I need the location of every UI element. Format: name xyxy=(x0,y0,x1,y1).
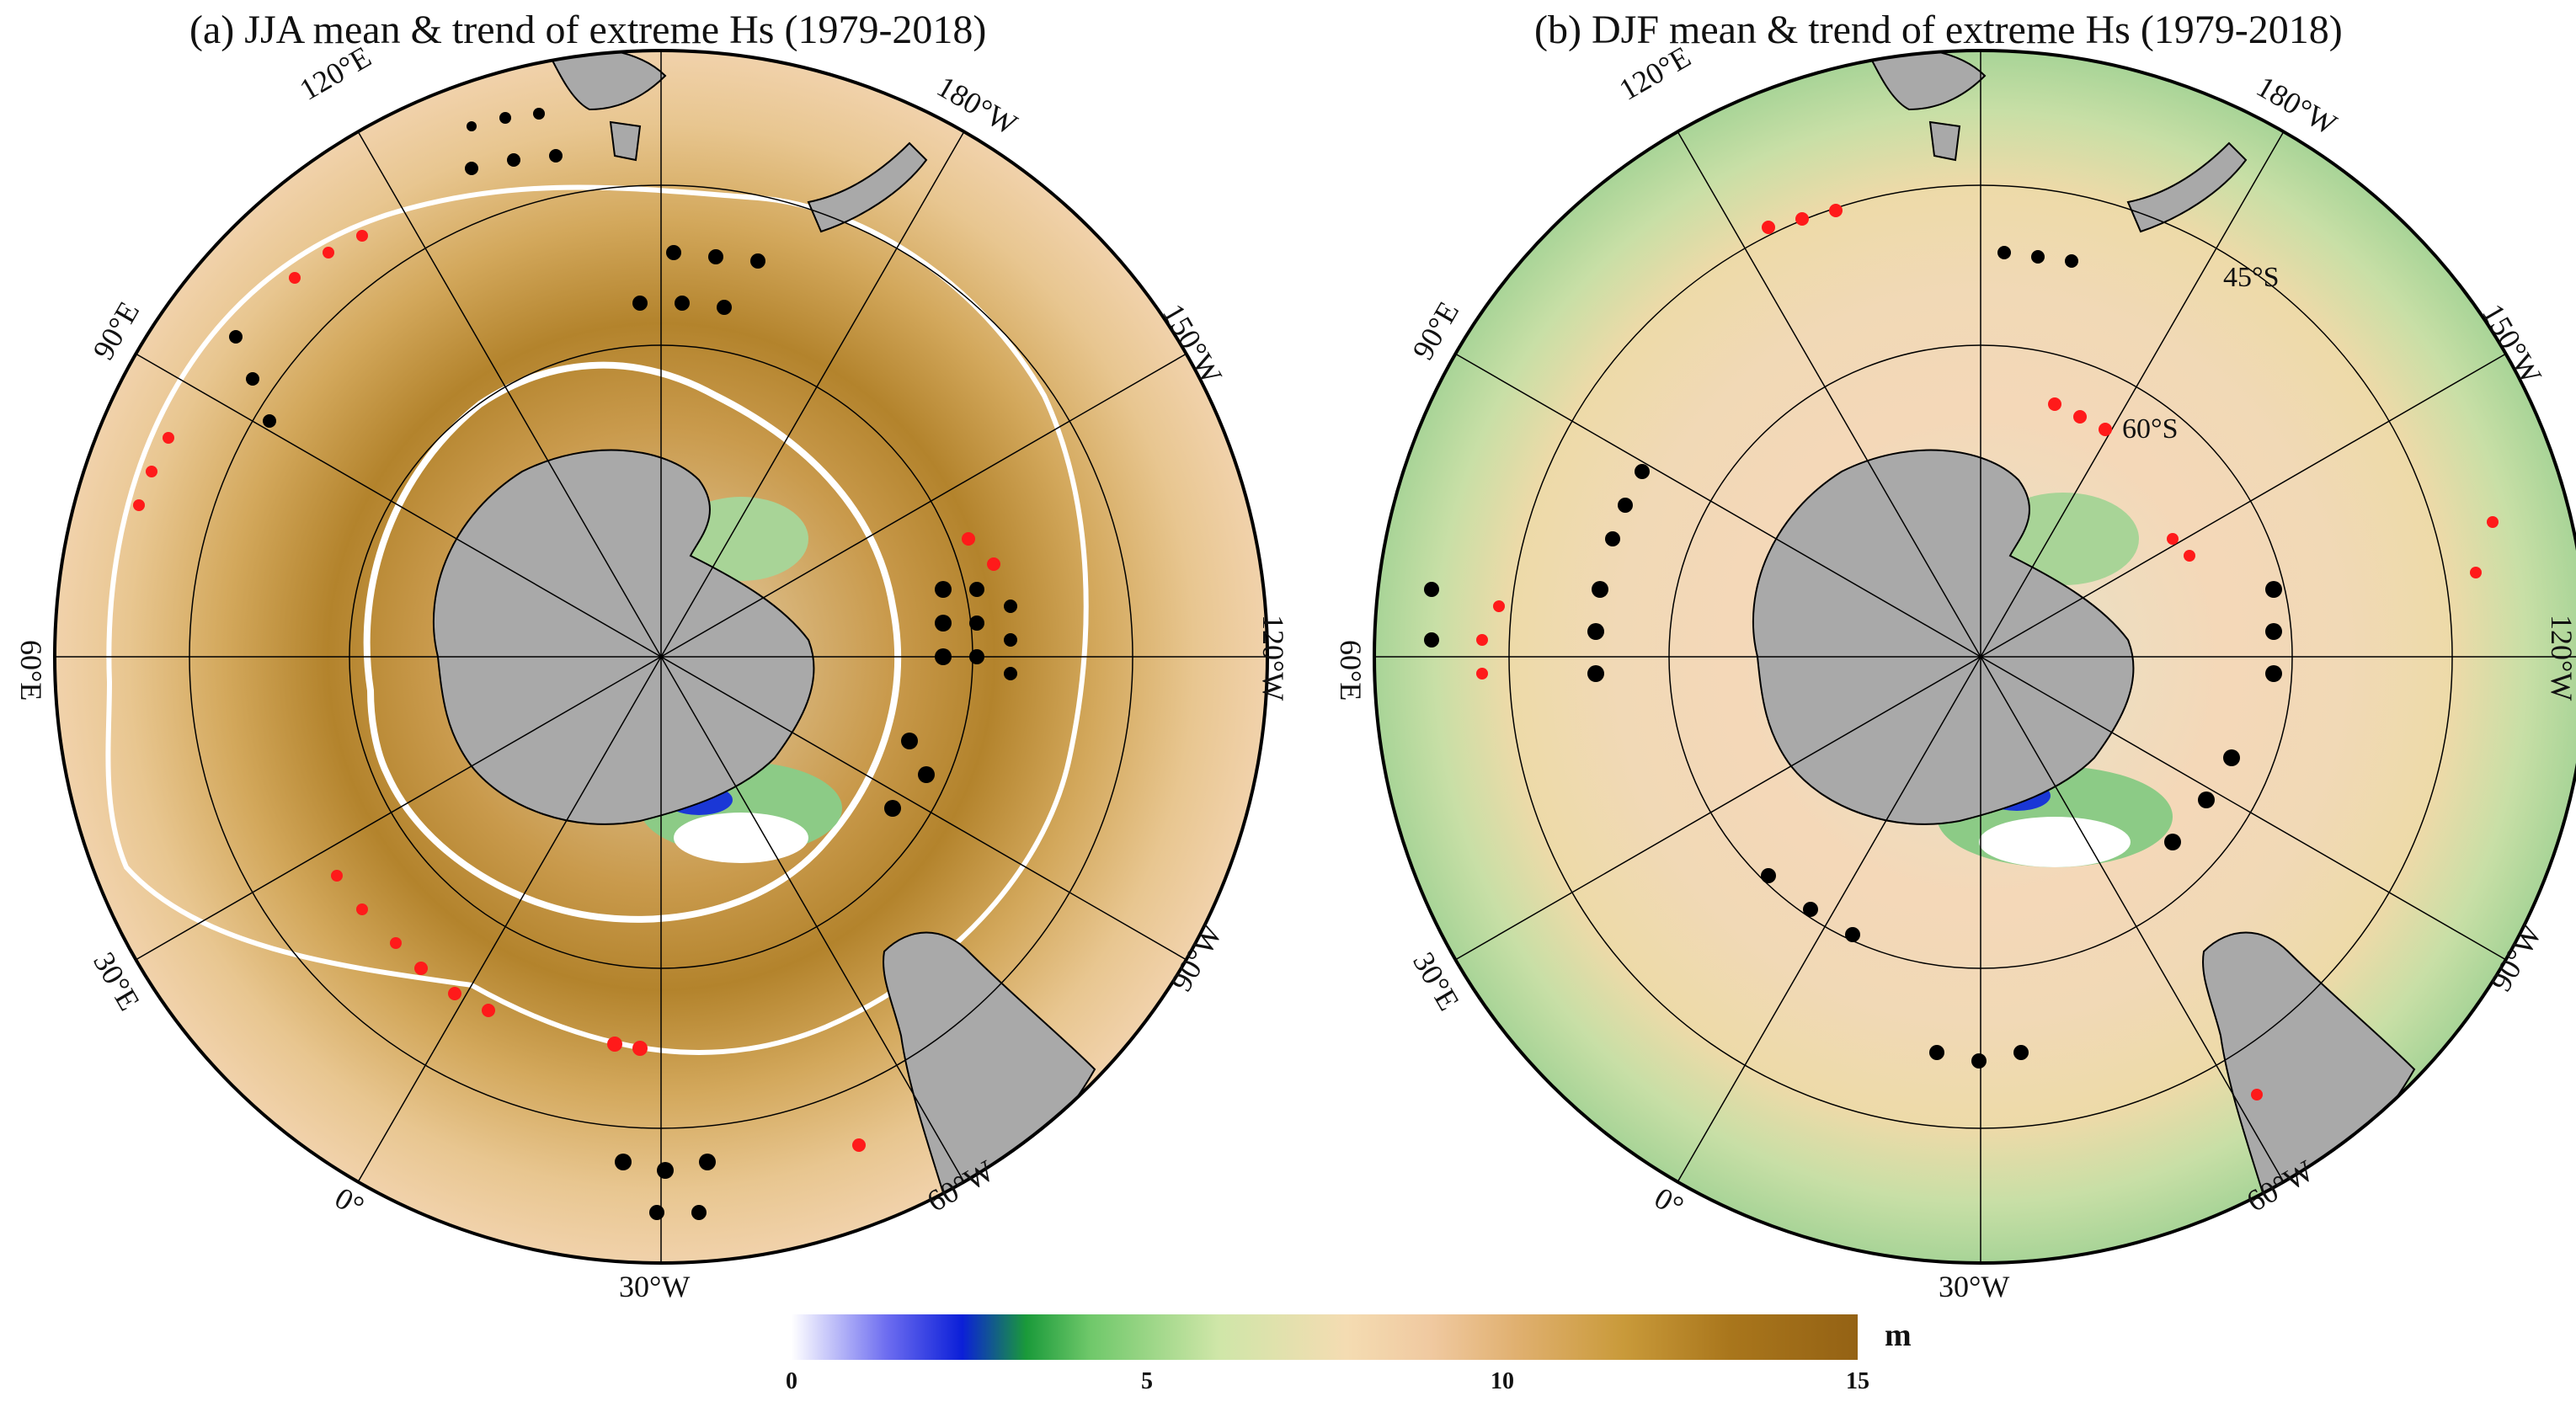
panel-b-title: (b) DJF mean & trend of extreme Hs (1979… xyxy=(1534,8,2343,52)
panel-a-graticule xyxy=(55,51,1267,1263)
panel-a-tasmania xyxy=(609,120,642,162)
panel-b-tasmania xyxy=(1928,120,1961,162)
panel-a-australia xyxy=(546,51,667,111)
panel-b-map: 45°S 60°S 120°E 180°W 90°E 150°W 60°E 12… xyxy=(1334,40,2576,1303)
panel-b-lon-120W: 120°W xyxy=(2545,615,2576,701)
panel-a-title: (a) JJA mean & trend of extreme Hs (1979… xyxy=(189,8,987,52)
panel-b-sea-ice-patch xyxy=(1979,817,2131,867)
panel-a-sea-ice-patch xyxy=(674,813,808,863)
colorbar-tick-5: 5 xyxy=(1141,1368,1153,1394)
panel-b-graticule xyxy=(1374,51,2576,1263)
colorbar-tick-0: 0 xyxy=(786,1368,797,1394)
colorbar-tick-15: 15 xyxy=(1846,1368,1869,1394)
panel-a-contour-inner xyxy=(363,361,902,923)
panel-b-lon-120E: 120°E xyxy=(1613,40,1696,107)
panel-a-trend-dots-negative xyxy=(133,230,1000,1152)
panel-b-lat-45S: 45°S xyxy=(2223,262,2280,293)
panel-a-lon-120E: 120°E xyxy=(294,40,376,107)
panel-a-trend-dots-positive xyxy=(229,108,1017,1220)
panel-a-frame xyxy=(53,49,1269,1265)
panel-a-lon-30W: 30°W xyxy=(619,1270,690,1303)
panel-a-map: 120°E 180°W 90°E 150°W 60°E 120°W 30°E 9… xyxy=(14,40,1290,1303)
panel-b-lon-60E: 60°E xyxy=(1334,640,1368,701)
panel-b-lon-0: 0° xyxy=(1649,1180,1689,1223)
panel-b-australia xyxy=(1865,51,1987,111)
panel-b-new-zealand xyxy=(2126,141,2248,233)
panel-a-antarctica xyxy=(432,449,815,825)
panel-b-antarctica xyxy=(1752,449,2135,825)
panel-b-trend-dots-positive xyxy=(1424,246,2282,1069)
panel-a-lon-0: 0° xyxy=(329,1180,370,1223)
panel-a-lon-120W: 120°W xyxy=(1256,615,1290,701)
panel-a-contour-outer xyxy=(105,184,1089,1055)
colorbar-tick-10: 10 xyxy=(1491,1368,1514,1394)
panel-b-lon-30W: 30°W xyxy=(1939,1270,2009,1303)
panel-b-lat-60S: 60°S xyxy=(2122,413,2179,445)
panel-a-lon-60E: 60°E xyxy=(14,640,48,701)
colorbar-unit: m xyxy=(1885,1318,1912,1353)
panel-b-frame xyxy=(1373,49,2576,1265)
colorbar xyxy=(792,1314,1858,1360)
panel-a-new-zealand xyxy=(807,141,928,233)
panel-b-trend-dots-negative xyxy=(1476,204,2499,1101)
